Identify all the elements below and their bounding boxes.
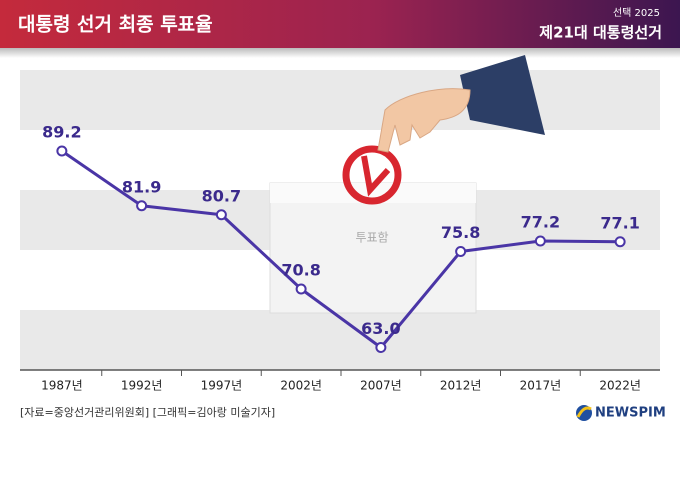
data-label: 81.9 — [122, 177, 161, 196]
line — [61, 149, 621, 349]
point — [215, 209, 227, 221]
data-label: 89.2 — [42, 123, 81, 142]
point — [375, 342, 387, 353]
chart-title: 대통령 선거 최종 투표율 — [18, 14, 213, 36]
badge: 제21대 대통령선거 — [539, 24, 662, 42]
data-label: 70.8 — [281, 261, 320, 280]
point — [136, 200, 148, 212]
brand: NEWSPIM — [595, 406, 666, 421]
x-tick-label: 2002년 — [280, 379, 322, 393]
point — [455, 246, 467, 257]
box-label: 투표함 — [355, 231, 388, 245]
point — [56, 145, 68, 157]
x-tick-label: 1997년 — [201, 379, 243, 393]
point — [295, 283, 307, 295]
data-label: 77.2 — [521, 213, 560, 232]
data-label: 77.1 — [600, 213, 639, 232]
header-shadow — [0, 48, 680, 58]
header-bar — [0, 0, 680, 48]
x-tick-label: 2007년 — [360, 379, 402, 393]
point — [534, 235, 546, 247]
stripes — [20, 70, 660, 370]
x-tick-label: 2012년 — [440, 379, 482, 393]
x-tick-label: 1992년 — [121, 379, 163, 393]
hand — [377, 55, 545, 153]
data-label: 63.0 — [361, 319, 400, 338]
brand-icon-swoosh — [576, 406, 592, 418]
point — [614, 236, 626, 248]
source: [자료=중앙선거관리위원회] [그래픽=김아랑 미술기자] — [20, 406, 275, 419]
data-label: 80.7 — [202, 186, 241, 205]
badge-small: 선택 2025 — [613, 7, 660, 19]
x-tick-label: 2017년 — [520, 379, 562, 393]
x-tick-label: 1987년 — [41, 379, 83, 393]
x-tick-label: 2022년 — [599, 379, 641, 393]
data-label: 75.8 — [441, 223, 480, 242]
